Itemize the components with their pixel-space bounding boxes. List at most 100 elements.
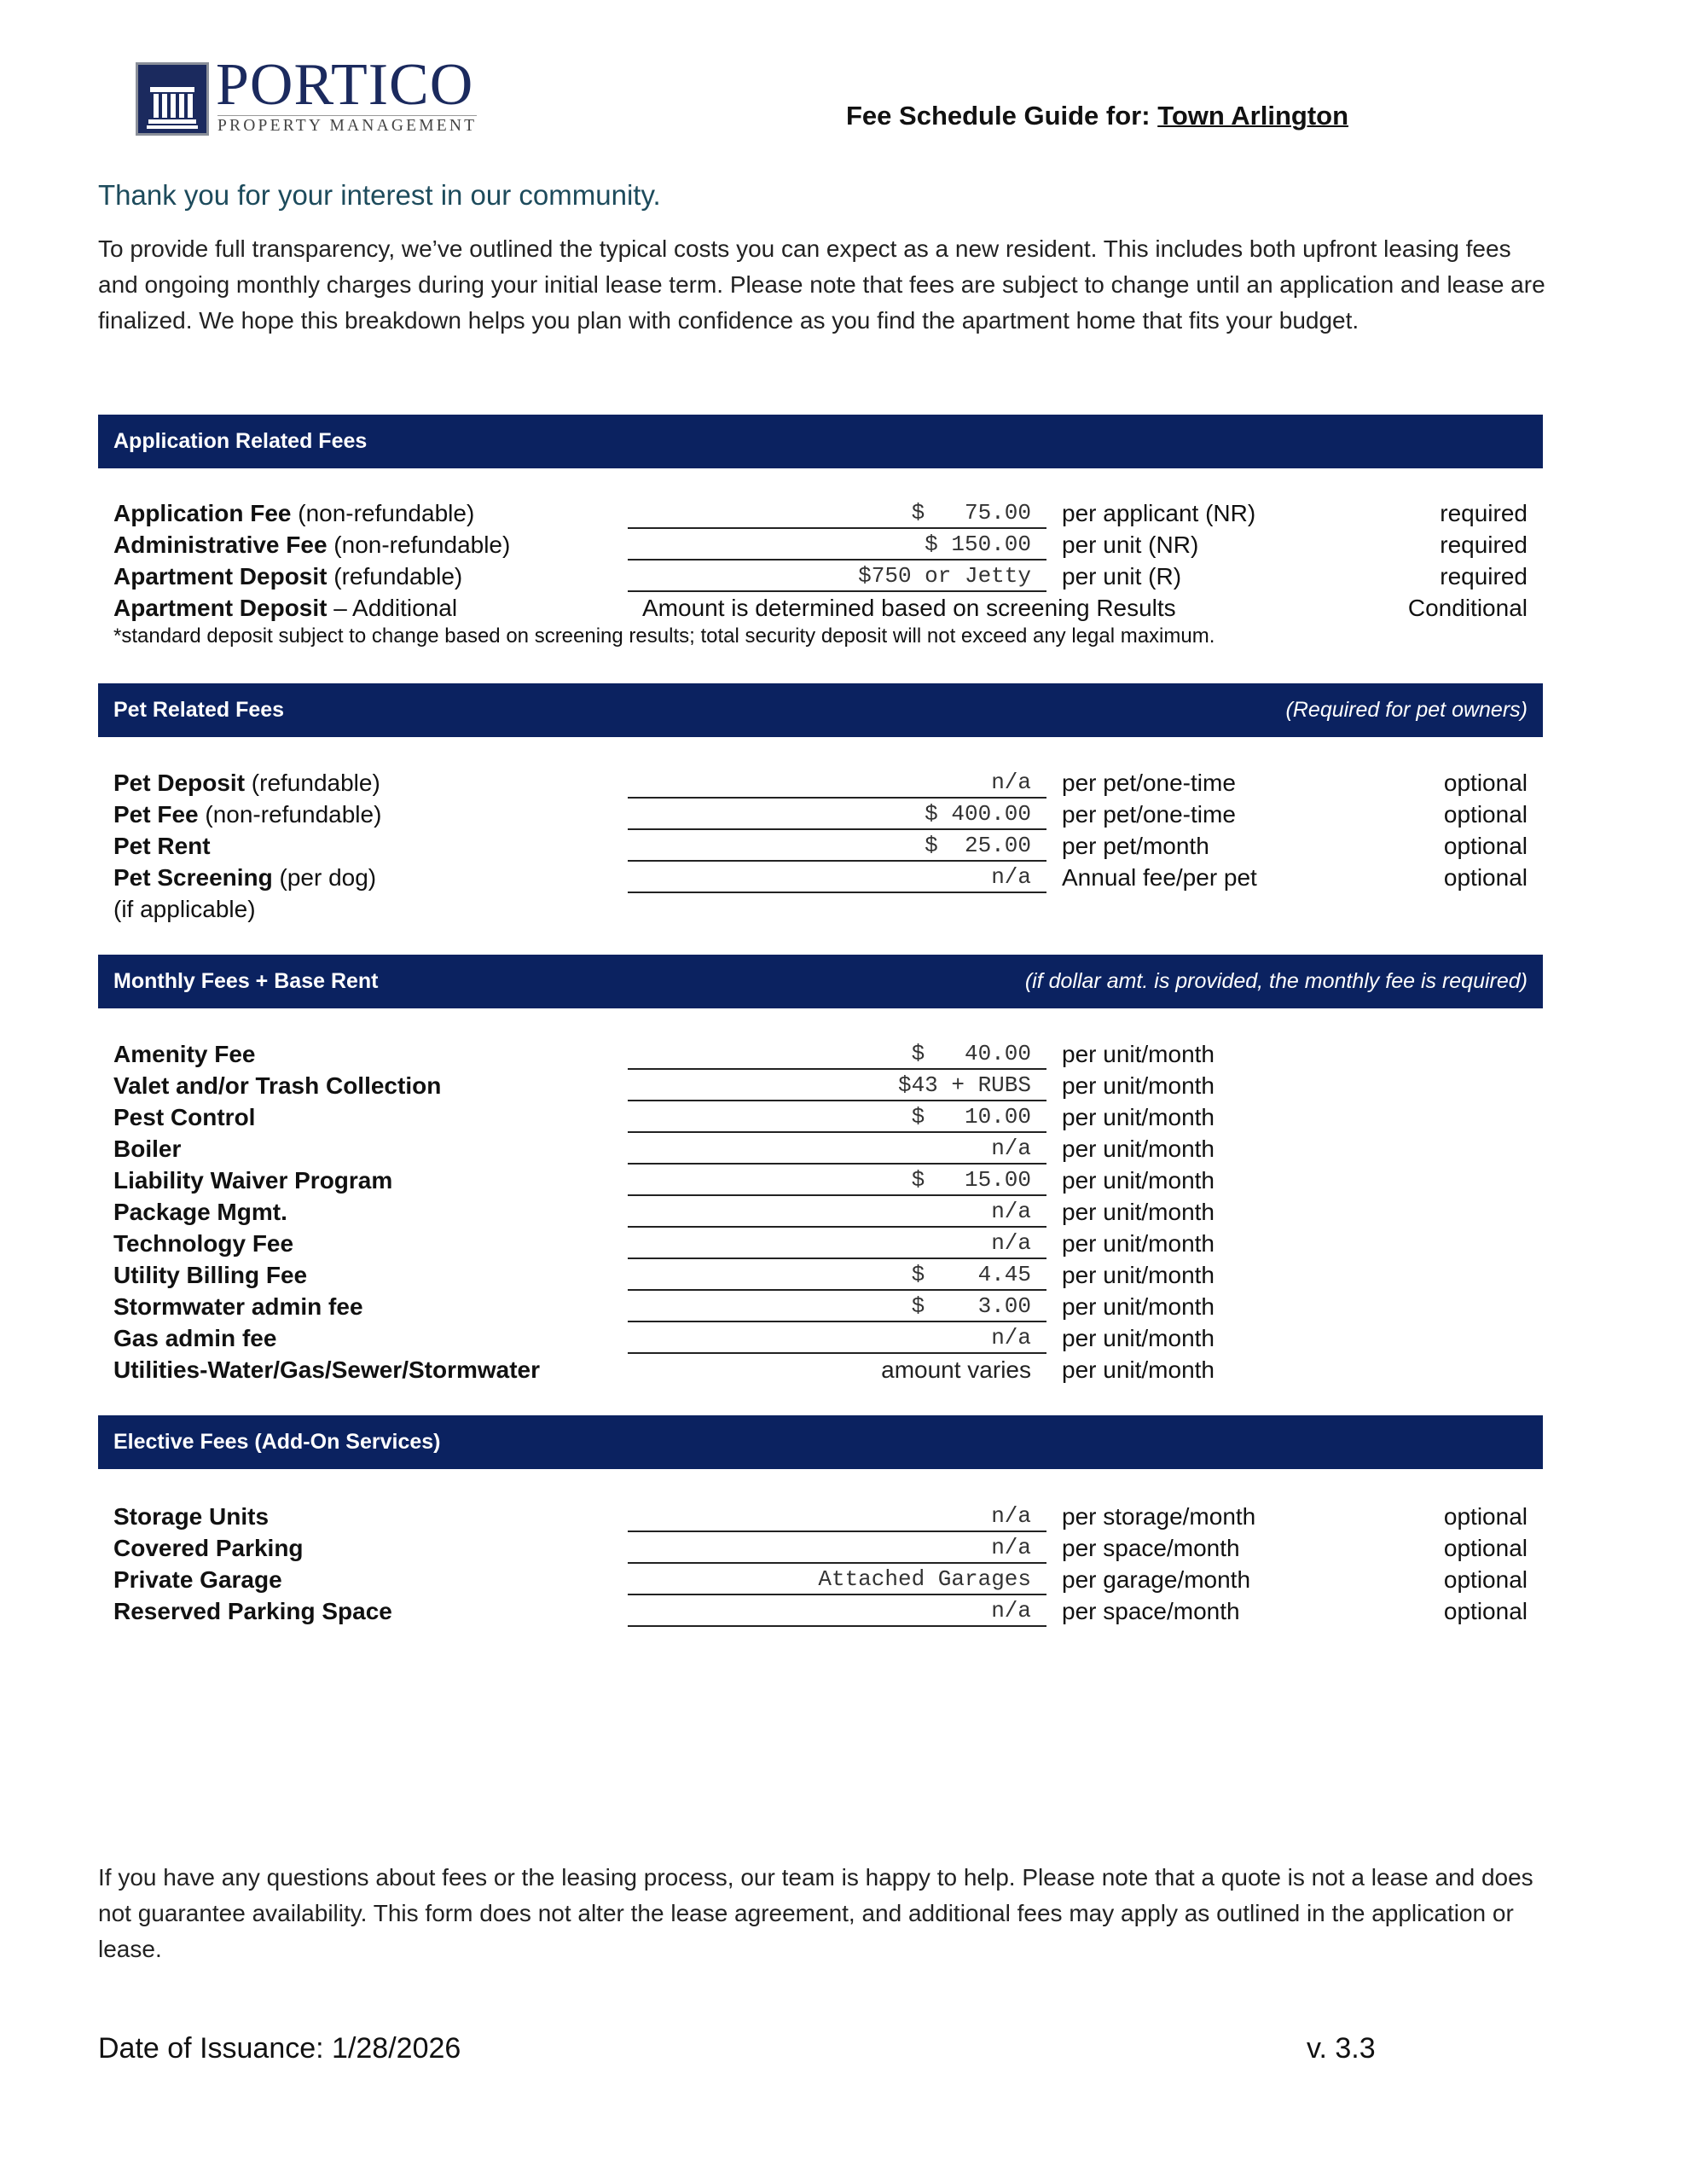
fee-label: Amenity Fee (113, 1038, 256, 1070)
fee-qualifier: (per dog) (272, 864, 377, 891)
fee-qualifier: (refundable) (327, 563, 463, 590)
fee-amount: n/a (628, 1322, 1046, 1354)
fee-label: Pet Rent (113, 830, 211, 862)
fee-name: Application Fee (113, 500, 292, 526)
portico-logo: PORTICO PROPERTY MANAGEMENT (136, 55, 511, 136)
fee-row: Valet and/or Trash Collection $43 + RUBS p… (98, 1070, 1543, 1101)
fee-unit: per unit/month (1062, 1262, 1215, 1288)
intro-heading: Thank you for your interest in our commu… (98, 179, 661, 211)
fee-amount: n/a (628, 1532, 1046, 1564)
fee-amount: Attached Garages (628, 1564, 1046, 1595)
monthly-fees-table: Amenity Fee $ 40.00 per unit/month Valet an… (98, 1038, 1543, 1385)
fee-unit: per unit/month (1062, 1167, 1215, 1194)
fee-name: Boiler (113, 1136, 182, 1162)
fee-amount: $ 75.00 (628, 497, 1046, 529)
fee-unit: per unit/month (1062, 1041, 1215, 1067)
fee-unit: per unit/month (1062, 1104, 1215, 1130)
fee-row: Storage Units n/a per storage/month optiona… (98, 1501, 1543, 1532)
fee-name: Covered Parking (113, 1535, 304, 1561)
fee-row: Reserved Parking Space n/a per space/month… (98, 1595, 1543, 1627)
fee-amount: n/a (628, 767, 1046, 799)
fee-name: Pet Deposit (113, 770, 246, 796)
fee-unit: per garage/month (1062, 1566, 1251, 1593)
deposit-footnote: *standard deposit subject to change base… (113, 624, 1215, 648)
fee-label: Utility Billing Fee (113, 1259, 307, 1291)
fee-amount: n/a (628, 1228, 1046, 1259)
fee-status: optional (1443, 1503, 1528, 1530)
monthly-fees-header: Monthly Fees + Base Rent (if dollar amt. … (98, 955, 1543, 1008)
fee-row: Technology Fee n/a per unit/month (98, 1228, 1543, 1259)
fee-name: Pet Rent (113, 833, 211, 859)
fee-name: Private Garage (113, 1566, 282, 1593)
fee-name: Pet Fee (113, 801, 199, 828)
fee-amount: $ 10.00 (628, 1101, 1046, 1133)
version: v. 3.3 (1307, 2032, 1376, 2065)
fee-row: Pest Control $ 10.00 per unit/month (98, 1101, 1543, 1133)
fee-row: Stormwater admin fee $ 3.00 per unit/month (98, 1291, 1543, 1322)
fee-amount: $ 25.00 (628, 830, 1046, 862)
fee-qualifier: (refundable) (245, 770, 380, 796)
portico-column-icon (136, 62, 209, 136)
fee-row: Pet Screening (per dog) n/a Annual fee/per… (98, 862, 1543, 893)
fee-row: Pet Deposit (refundable) n/a per pet/one-t… (98, 767, 1543, 799)
section-title: Application Related Fees (113, 429, 368, 453)
fee-row: Apartment Deposit – Additional Amount is … (98, 592, 1543, 624)
intro-paragraph: To provide full transparency, we’ve outl… (98, 235, 1545, 334)
guide-title: Fee Schedule Guide for: Town Arlington (846, 101, 1348, 131)
fee-row: Gas admin fee n/a per unit/month (98, 1322, 1543, 1354)
fee-name: Package Mgmt. (113, 1199, 287, 1225)
fee-unit: per space/month (1062, 1535, 1240, 1561)
elective-fees-table: Storage Units n/a per storage/month optiona… (98, 1501, 1543, 1627)
fee-label: Technology Fee (113, 1228, 293, 1259)
fee-name: Pest Control (113, 1104, 256, 1130)
fee-unit: per pet/one-time (1062, 801, 1236, 828)
fee-label: Pet Screening (per dog) (113, 862, 376, 893)
fee-label: Valet and/or Trash Collection (113, 1070, 441, 1101)
fee-row: Utility Billing Fee $ 4.45 per unit/month (98, 1259, 1543, 1291)
fee-label: Utilities-Water/Gas/Sewer/Stormwater (113, 1354, 540, 1385)
fee-status: required (1440, 531, 1528, 558)
fee-amount: $ 15.00 (628, 1165, 1046, 1196)
fee-status: required (1440, 563, 1528, 590)
fee-qualifier: (non-refundable) (291, 500, 475, 526)
fee-row: Application Fee (non-refundable) $ 75.00 p… (98, 497, 1543, 529)
fee-name: Utility Billing Fee (113, 1262, 308, 1288)
fee-status: Conditional (1407, 595, 1528, 621)
fee-row: Liability Waiver Program $ 15.00 per unit/… (98, 1165, 1543, 1196)
fee-unit: per unit (R) (1062, 563, 1182, 590)
fee-label: Boiler (113, 1133, 181, 1165)
community-name: Town Arlington (1157, 101, 1349, 131)
closing-paragraph: If you have any questions about fees or … (98, 1864, 1533, 1962)
fee-status: optional (1443, 1598, 1528, 1624)
fee-unit: per unit (NR) (1062, 531, 1199, 558)
fee-status: optional (1443, 1535, 1528, 1561)
fee-label: Pest Control (113, 1101, 255, 1133)
fee-label: Apartment Deposit (refundable) (113, 561, 462, 592)
issuance-date: Date of Issuance: 1/28/2026 (98, 2032, 461, 2065)
fee-name: Reserved Parking Space (113, 1598, 392, 1624)
fee-name: Technology Fee (113, 1230, 294, 1257)
fee-label: Covered Parking (113, 1532, 304, 1564)
fee-name: Valet and/or Trash Collection (113, 1072, 442, 1099)
fee-status: optional (1443, 801, 1528, 828)
logo-wordmark: PORTICO (216, 52, 474, 118)
fee-amount: $ 40.00 (628, 1038, 1046, 1070)
elective-fees-header: Elective Fees (Add-On Services) (98, 1415, 1543, 1469)
fee-name: Stormwater admin fee (113, 1293, 363, 1320)
fee-unit: per unit/month (1062, 1293, 1215, 1320)
fee-name: Utilities-Water/Gas/Sewer/Stormwater (113, 1356, 541, 1383)
fee-unit: per unit/month (1062, 1356, 1215, 1383)
fee-status: optional (1443, 1566, 1528, 1593)
fee-label: Reserved Parking Space (113, 1595, 392, 1627)
application-fees-table: Application Fee (non-refundable) $ 75.00 p… (98, 497, 1543, 624)
fee-label: Gas admin fee (113, 1322, 276, 1354)
fee-name: Apartment Deposit (113, 563, 328, 590)
fee-unit: per pet/one-time (1062, 770, 1236, 796)
fee-name: Gas admin fee (113, 1325, 277, 1351)
guide-label: Fee Schedule Guide for: (846, 101, 1151, 131)
fee-unit: Annual fee/per pet (1062, 864, 1257, 891)
fee-status: optional (1443, 833, 1528, 859)
fee-name: Apartment Deposit (113, 595, 328, 621)
fee-status: optional (1443, 864, 1528, 891)
fee-amount: $ 3.00 (628, 1291, 1046, 1322)
